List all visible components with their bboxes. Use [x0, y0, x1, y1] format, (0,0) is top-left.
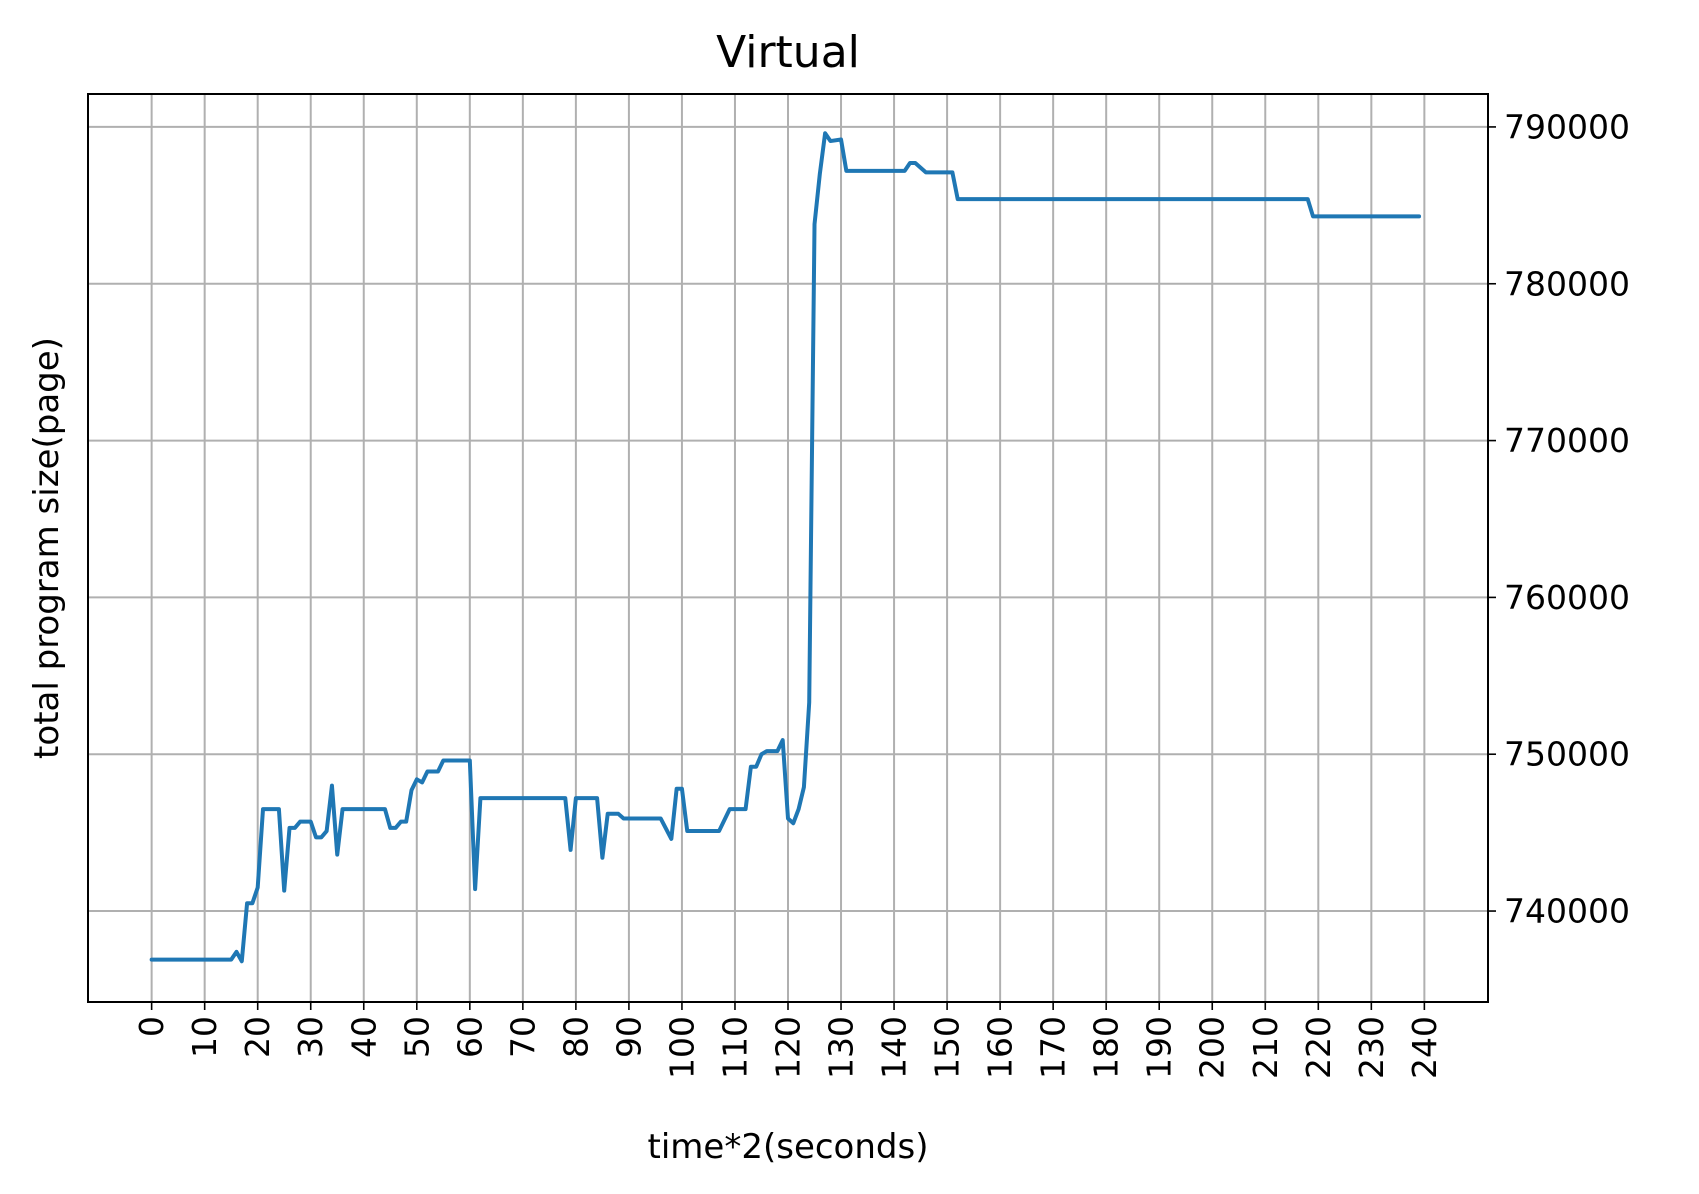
y-tick-label: 790000	[1504, 107, 1630, 146]
y-tick-label: 750000	[1504, 735, 1630, 774]
x-tick-label: 60	[450, 1016, 489, 1058]
x-tick-label: 230	[1352, 1016, 1391, 1079]
x-tick-label: 180	[1087, 1016, 1126, 1079]
chart-title: Virtual	[716, 27, 860, 78]
x-tick-label: 170	[1034, 1016, 1073, 1079]
x-tick-label: 30	[291, 1016, 330, 1058]
x-tick-label: 160	[981, 1016, 1020, 1079]
x-tick-label: 120	[769, 1016, 808, 1079]
x-tick-label: 50	[397, 1016, 436, 1058]
series-layer	[149, 131, 1422, 964]
x-tick-label: 10	[185, 1016, 224, 1058]
x-tick-label: 20	[238, 1016, 277, 1058]
tick-layer: 0 10 20 30 40 50 60 70 80 90 100 110 120 130 140 150 160…	[132, 107, 1630, 1079]
x-tick-label: 80	[556, 1016, 595, 1058]
x-tick-label: 240	[1405, 1016, 1444, 1079]
grid-layer	[88, 94, 1488, 1002]
x-tick-label: 110	[715, 1016, 754, 1079]
x-axis-label: time*2(seconds)	[648, 1127, 929, 1167]
x-tick-label: 190	[1140, 1016, 1179, 1079]
series-line-0	[149, 131, 1422, 964]
x-tick-label: 140	[875, 1016, 914, 1079]
y-tick-label: 780000	[1504, 264, 1630, 303]
x-tick-label: 70	[503, 1016, 542, 1058]
y-tick-label: 770000	[1504, 421, 1630, 460]
x-tick-label: 200	[1193, 1016, 1232, 1079]
y-tick-label: 760000	[1504, 578, 1630, 617]
x-tick-label: 220	[1299, 1016, 1338, 1079]
x-tick-label: 90	[609, 1016, 648, 1058]
x-tick-label: 100	[662, 1016, 701, 1079]
y-axis-label: total program size(page)	[27, 337, 67, 759]
x-tick-label: 40	[344, 1016, 383, 1058]
x-tick-label: 210	[1246, 1016, 1285, 1079]
x-tick-label: 150	[928, 1016, 967, 1079]
x-tick-label: 0	[132, 1016, 171, 1037]
x-tick-label: 130	[822, 1016, 861, 1079]
y-tick-label: 740000	[1504, 892, 1630, 931]
